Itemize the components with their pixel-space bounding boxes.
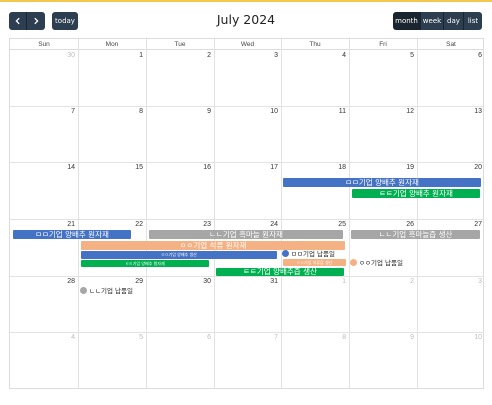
day-number[interactable]: 9 bbox=[410, 334, 414, 341]
day-number[interactable]: 25 bbox=[338, 221, 346, 228]
event-dot-label: ㅁㅁ기업 납품일 bbox=[291, 250, 335, 258]
event-dot-icon bbox=[80, 287, 87, 294]
chevron-right-icon bbox=[34, 17, 39, 25]
column-divider bbox=[349, 39, 350, 388]
day-number[interactable]: 1 bbox=[139, 52, 143, 59]
day-number[interactable]: 20 bbox=[474, 164, 482, 171]
day-number[interactable]: 5 bbox=[410, 52, 414, 59]
row-divider bbox=[10, 162, 483, 163]
day-number[interactable]: 2 bbox=[207, 52, 211, 59]
weekday-label: Thu bbox=[309, 41, 321, 48]
day-number[interactable]: 6 bbox=[478, 52, 482, 59]
day-number[interactable]: 27 bbox=[474, 221, 482, 228]
day-number[interactable]: 2 bbox=[410, 278, 414, 285]
day-number[interactable]: 31 bbox=[270, 278, 278, 285]
day-number[interactable]: 30 bbox=[67, 52, 75, 59]
event-bar[interactable]: ㅌㅌ기업 양배추 원자재 bbox=[81, 260, 209, 267]
chevron-left-icon bbox=[14, 17, 20, 25]
weekday-label: Sun bbox=[38, 41, 50, 48]
day-number[interactable]: 14 bbox=[67, 164, 75, 171]
day-number[interactable]: 4 bbox=[342, 52, 346, 59]
event-bar[interactable]: ㅌㅌ기업 양배추 원자재 bbox=[352, 189, 480, 198]
day-number[interactable]: 18 bbox=[338, 164, 346, 171]
day-number[interactable]: 7 bbox=[71, 108, 75, 115]
day-number[interactable]: 1 bbox=[342, 278, 346, 285]
day-number[interactable]: 29 bbox=[135, 278, 143, 285]
day-number[interactable]: 21 bbox=[67, 221, 75, 228]
day-number[interactable]: 8 bbox=[342, 334, 346, 341]
event-bar[interactable]: ㄴㄴ기업 흑마늘 원자재 bbox=[149, 230, 343, 239]
row-divider bbox=[10, 332, 483, 333]
next-button[interactable] bbox=[27, 12, 45, 30]
event-bar[interactable]: ㅇㅇ기업 석류 원자재 bbox=[81, 241, 345, 250]
event-dot-item[interactable]: ㄴㄴ기업 납품일 bbox=[80, 287, 133, 296]
day-number[interactable]: 7 bbox=[274, 334, 278, 341]
view-switcher: month week day list bbox=[393, 12, 482, 30]
day-number[interactable]: 10 bbox=[270, 108, 278, 115]
event-dot-icon bbox=[350, 259, 357, 266]
month-grid: Sun Mon Tue Wed Thu Fri Sat 30 1 2 3 4 5 6 7 8 9 1… bbox=[9, 38, 484, 389]
weekday-label: Mon bbox=[105, 41, 119, 48]
view-list-button[interactable]: list bbox=[464, 12, 482, 30]
weekday-label: Fri bbox=[379, 41, 387, 48]
day-number[interactable]: 9 bbox=[207, 108, 211, 115]
weekday-label: Sat bbox=[446, 41, 456, 48]
day-number[interactable]: 11 bbox=[338, 108, 346, 115]
row-divider bbox=[10, 106, 483, 107]
day-number[interactable]: 16 bbox=[203, 164, 211, 171]
weekday-header: Sun Mon Tue Wed Thu Fri Sat bbox=[10, 39, 483, 50]
day-number[interactable]: 4 bbox=[71, 334, 75, 341]
prev-button[interactable] bbox=[9, 12, 27, 30]
event-dot-item[interactable]: ㅁㅁ기업 납품일 bbox=[282, 250, 335, 259]
calendar-toolbar: today month week day list bbox=[0, 10, 492, 32]
today-button[interactable]: today bbox=[52, 12, 78, 30]
day-number[interactable]: 23 bbox=[203, 221, 211, 228]
row-divider bbox=[10, 276, 483, 277]
day-number[interactable]: 8 bbox=[139, 108, 143, 115]
day-number[interactable]: 5 bbox=[139, 334, 143, 341]
row-divider bbox=[10, 219, 483, 220]
event-bar[interactable]: ㅇㅇ기업 석류즙 생산 bbox=[283, 259, 346, 266]
day-number[interactable]: 30 bbox=[203, 278, 211, 285]
day-number[interactable]: 28 bbox=[67, 278, 75, 285]
event-bar[interactable]: ㅁㅁ기업 양배추 원자재 bbox=[283, 178, 481, 187]
day-number[interactable]: 26 bbox=[406, 221, 414, 228]
day-number[interactable]: 15 bbox=[135, 164, 143, 171]
event-bar[interactable]: ㅁㅁ기업 양배추 원자재 bbox=[13, 230, 131, 239]
day-number[interactable]: 10 bbox=[474, 334, 482, 341]
event-dot-label: ㄴㄴ기업 납품일 bbox=[89, 287, 133, 295]
nav-button-group bbox=[9, 12, 45, 30]
view-week-button[interactable]: week bbox=[421, 12, 444, 30]
event-dot-item[interactable]: ㅇㅇ기업 납품일 bbox=[350, 259, 403, 268]
day-number[interactable]: 17 bbox=[270, 164, 278, 171]
column-divider bbox=[146, 39, 147, 388]
day-number[interactable]: 13 bbox=[474, 108, 482, 115]
event-dot-icon bbox=[282, 250, 289, 257]
column-divider bbox=[214, 39, 215, 388]
column-divider bbox=[281, 39, 282, 388]
event-dot-label: ㅇㅇ기업 납품일 bbox=[359, 259, 403, 267]
day-number[interactable]: 12 bbox=[406, 108, 414, 115]
day-number[interactable]: 19 bbox=[406, 164, 414, 171]
accent-top-line bbox=[0, 0, 492, 2]
event-bar[interactable]: ㄴㄴ기업 흑마늘즙 생산 bbox=[351, 230, 480, 239]
view-day-button[interactable]: day bbox=[444, 12, 464, 30]
column-divider bbox=[417, 39, 418, 388]
column-divider bbox=[78, 39, 79, 388]
day-number[interactable]: 3 bbox=[478, 278, 482, 285]
weekday-label: Tue bbox=[174, 41, 186, 48]
view-month-button[interactable]: month bbox=[393, 12, 421, 30]
day-number[interactable]: 3 bbox=[274, 52, 278, 59]
day-number[interactable]: 6 bbox=[207, 334, 211, 341]
event-bar[interactable]: ㅌㅌ기업 양배추즙 생산 bbox=[216, 268, 344, 276]
day-number[interactable]: 22 bbox=[135, 221, 143, 228]
event-bar[interactable]: ㅁㅁ기업 양배추 생산 bbox=[81, 251, 277, 259]
weekday-label: Wed bbox=[240, 41, 255, 48]
day-number[interactable]: 24 bbox=[270, 221, 278, 228]
